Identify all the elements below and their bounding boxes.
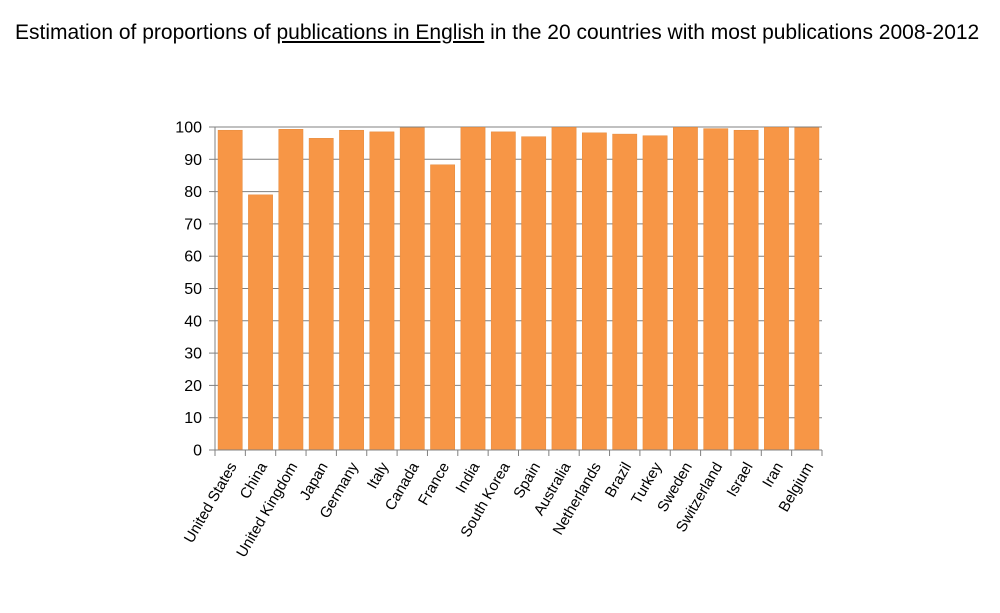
bar [308,138,334,451]
bar [339,129,364,451]
y-tick-label: 90 [184,152,202,169]
bar [703,128,729,451]
bar [733,129,759,451]
y-tick-label: 100 [175,120,202,137]
chart-title-prefix: Estimation of proportions of [15,21,277,44]
bar [673,127,698,451]
y-tick-label: 40 [184,313,202,330]
y-tick-labels: 0 10 20 30 40 50 60 70 80 90 100 [175,120,202,460]
x-tick-label: Italy [364,459,393,492]
bars [217,127,820,451]
y-tick-label: 0 [193,443,202,460]
x-tick-label: Iran [759,460,787,491]
chart-title: Estimation of proportions of publication… [15,16,995,49]
bar [642,135,668,451]
bar [764,127,789,451]
x-tick-label: India [452,459,483,496]
y-tick-label: 80 [184,184,202,201]
bar [521,136,547,451]
gridlines [215,126,822,419]
bar [490,131,516,451]
x-tick-label: Israel [724,460,757,500]
bar [430,164,456,451]
bar [551,127,577,451]
y-tick-label: 60 [184,249,202,266]
y-tick-label: 50 [184,281,202,298]
bar [581,132,607,451]
bar [369,131,395,451]
chart-title-underlined: publications in English [276,21,485,44]
x-tick-label: United Kingdom [233,460,301,561]
bar [248,194,273,451]
y-tick-label: 20 [184,378,202,395]
bar [217,129,243,451]
axes [209,126,823,456]
bar [612,133,638,451]
bar [399,127,425,451]
y-tick-label: 30 [184,346,202,363]
y-tick-label: 10 [184,410,202,427]
bar [794,127,820,451]
x-tick-label: United States [181,460,241,546]
bar [278,129,304,451]
y-tick-label: 70 [184,216,202,233]
bar [460,127,486,451]
chart-title-suffix: in the 20 countries with most publicatio… [484,21,980,44]
